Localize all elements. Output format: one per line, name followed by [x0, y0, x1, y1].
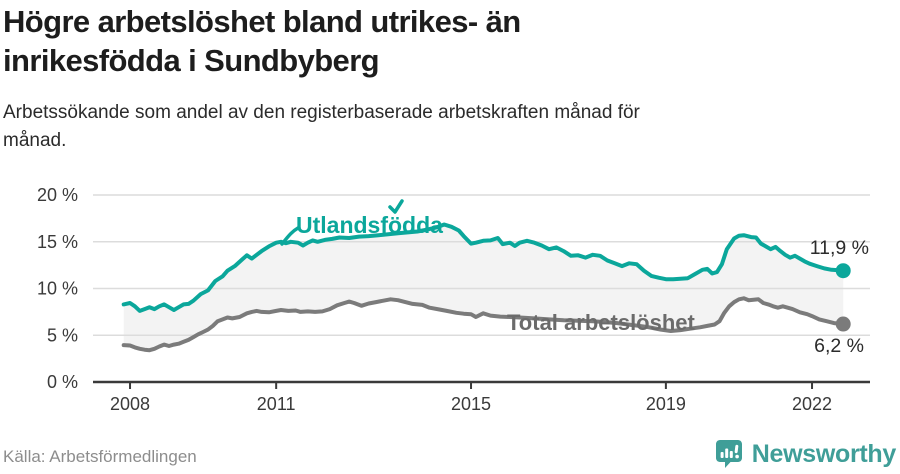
x-axis-label: 2008 — [110, 394, 150, 414]
x-axis-label: 2019 — [646, 394, 686, 414]
x-axis-label: 2015 — [451, 394, 491, 414]
between-series-band — [123, 224, 844, 351]
y-axis-label: 20 % — [37, 185, 78, 205]
label-check-icon — [388, 199, 404, 214]
series-label-utlandsfodda: Utlandsfödda — [296, 212, 443, 238]
newsworthy-wordmark: Newsworthy — [751, 439, 897, 468]
newsworthy-bubble-icon — [715, 440, 742, 468]
series-line-total-arbetsloshet — [121, 296, 846, 353]
series-label-total-arbetsloshet: Total arbetslöshet — [507, 310, 696, 335]
y-axis-label: 0 % — [47, 372, 78, 392]
chart-title: Högre arbetslöshet bland utrikes- än inr… — [3, 4, 521, 78]
end-value-label-utlandsfodda: 11,9 % — [810, 237, 869, 259]
x-axis-label: 2022 — [792, 394, 832, 414]
series-line-utlandsfodda — [121, 222, 846, 313]
chart-subtitle: Arbetssökande som andel av den registerb… — [3, 102, 640, 151]
x-axis-label: 2011 — [257, 394, 296, 414]
label-swash-icon — [280, 226, 300, 246]
newsworthy-logo[interactable]: Newsworthy — [715, 439, 896, 469]
series-endpoint-dot-utlandsfodda — [835, 263, 851, 279]
y-axis-label: 5 % — [47, 325, 78, 345]
y-axis-label: 10 % — [37, 279, 78, 299]
end-value-label-total-arbetsloshet: 6,2 % — [814, 335, 864, 357]
series-endpoint-dot-total-arbetsloshet — [835, 316, 851, 332]
source-note: Källa: Arbetsförmedlingen — [3, 447, 197, 466]
y-axis-label: 15 % — [37, 232, 78, 252]
